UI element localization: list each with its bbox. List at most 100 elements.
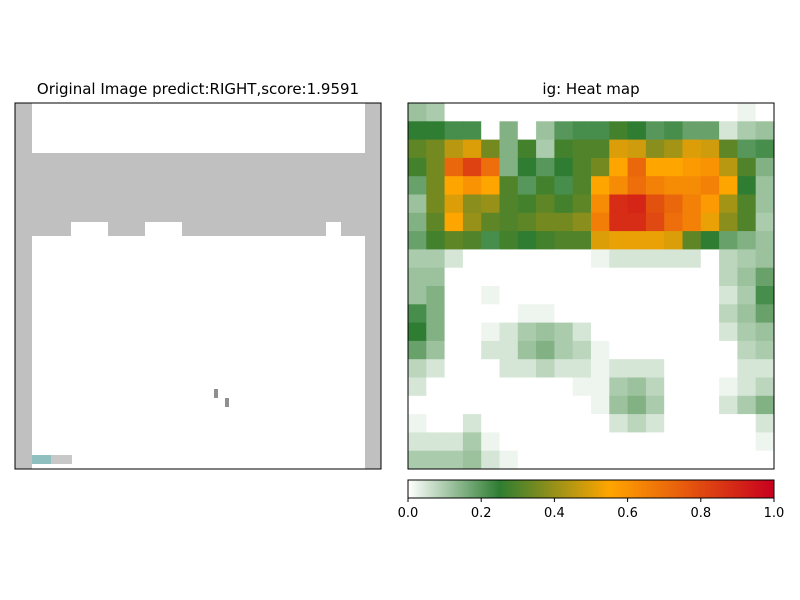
heatmap-cell	[700, 340, 720, 360]
heatmap-cell	[755, 249, 775, 269]
heatmap-cell	[737, 121, 757, 141]
heatmap-cell	[481, 322, 500, 342]
heatmap-cell	[462, 157, 482, 177]
heatmap-cell	[645, 157, 665, 177]
heatmap-cell	[664, 194, 683, 214]
heatmap-cell	[700, 450, 720, 470]
heatmap-cell	[499, 340, 519, 360]
heatmap-cell	[554, 103, 574, 122]
heatmap-cell	[462, 395, 482, 415]
heatmap-cell	[517, 249, 537, 269]
heatmap-cell	[682, 322, 702, 342]
heatmap-cell	[664, 340, 683, 360]
heatmap-cell	[755, 395, 775, 415]
heatmap-cell	[499, 286, 519, 305]
heatmap-cell	[536, 176, 555, 195]
heatmap-cell	[609, 267, 629, 287]
heatmap-cell	[517, 231, 537, 250]
heatmap-cell	[591, 286, 610, 305]
heatmap-cell	[719, 395, 738, 415]
heatmap-cell	[536, 414, 555, 433]
heatmap-cell	[554, 286, 574, 305]
original-image	[15, 103, 381, 469]
heatmap-cell	[572, 359, 592, 378]
heatmap-cell	[554, 231, 574, 250]
heatmap-cell	[462, 450, 482, 470]
heatmap-cell	[499, 103, 519, 122]
heatmap-cell	[408, 395, 427, 415]
heatmap-cell	[536, 395, 555, 415]
heatmap-cell	[719, 432, 738, 452]
heatmap-cell	[682, 212, 702, 232]
heatmap-cell	[554, 414, 574, 433]
heatmap-cell	[645, 340, 665, 360]
heatmap-cell	[719, 450, 738, 470]
heatmap-cell	[755, 139, 775, 159]
left-wall	[15, 103, 32, 469]
heatmap-cell	[408, 286, 427, 305]
heatmap-cell	[682, 286, 702, 305]
heatmap-cell	[645, 450, 665, 470]
heatmap-cell	[627, 103, 647, 122]
heatmap-cell	[408, 377, 427, 397]
heatmap-cell	[481, 194, 500, 214]
heatmap-cell	[737, 267, 757, 287]
heatmap-cell	[572, 450, 592, 470]
heatmap-cell	[645, 286, 665, 305]
colorbar-tick-label: 0.0	[398, 506, 419, 521]
heatmap-cell	[645, 212, 665, 232]
heatmap-cell	[554, 432, 574, 452]
heatmap-cell	[755, 450, 775, 470]
heatmap-cell	[462, 176, 482, 195]
heatmap-cell	[700, 157, 720, 177]
heatmap-cell	[645, 249, 665, 269]
heatmap-cell	[408, 176, 427, 195]
heatmap-cell	[554, 304, 574, 324]
heatmap-cell	[609, 432, 629, 452]
heatmap-cell	[719, 249, 738, 269]
heatmap-cell	[444, 432, 464, 452]
heatmap-cell	[426, 359, 446, 378]
heatmap-cell	[536, 231, 555, 250]
heatmap-cell	[444, 322, 464, 342]
heatmap-cell	[719, 377, 738, 397]
heatmap-cell	[719, 103, 738, 122]
heatmap-cell	[682, 450, 702, 470]
heatmap-cell	[682, 121, 702, 141]
heatmap-cell	[536, 212, 555, 232]
heatmap-cell	[700, 267, 720, 287]
heatmap-cell	[755, 194, 775, 214]
heatmap-cell	[609, 395, 629, 415]
heatmap-cell	[517, 194, 537, 214]
heatmap-cell	[554, 322, 574, 342]
heatmap-cell	[536, 194, 555, 214]
heatmap-cell	[682, 249, 702, 269]
heatmap-cell	[517, 450, 537, 470]
heatmap-cell	[536, 450, 555, 470]
heatmap-cell	[609, 249, 629, 269]
heatmap-cell	[572, 139, 592, 159]
brick-gap	[326, 222, 341, 236]
paddle	[51, 455, 72, 464]
heatmap-cell	[591, 194, 610, 214]
heatmap-cell	[517, 432, 537, 452]
heatmap-cell	[664, 377, 683, 397]
heatmap-cell	[426, 377, 446, 397]
heatmap-cell	[517, 267, 537, 287]
heatmap-cell	[517, 322, 537, 342]
heatmap-cell	[755, 359, 775, 378]
heatmap-cell	[499, 359, 519, 378]
heatmap-cell	[408, 103, 427, 122]
heatmap-cell	[737, 139, 757, 159]
heatmap-cell	[408, 139, 427, 159]
heatmap-cell	[554, 395, 574, 415]
heatmap-cell	[572, 121, 592, 141]
heatmap-cell	[609, 194, 629, 214]
heatmap-cell	[554, 377, 574, 397]
heatmap-cell	[517, 103, 537, 122]
heatmap-cell	[700, 322, 720, 342]
heatmap-cell	[719, 212, 738, 232]
heatmap-cell	[572, 231, 592, 250]
heatmap-cell	[426, 176, 446, 195]
heatmap-cell	[554, 450, 574, 470]
